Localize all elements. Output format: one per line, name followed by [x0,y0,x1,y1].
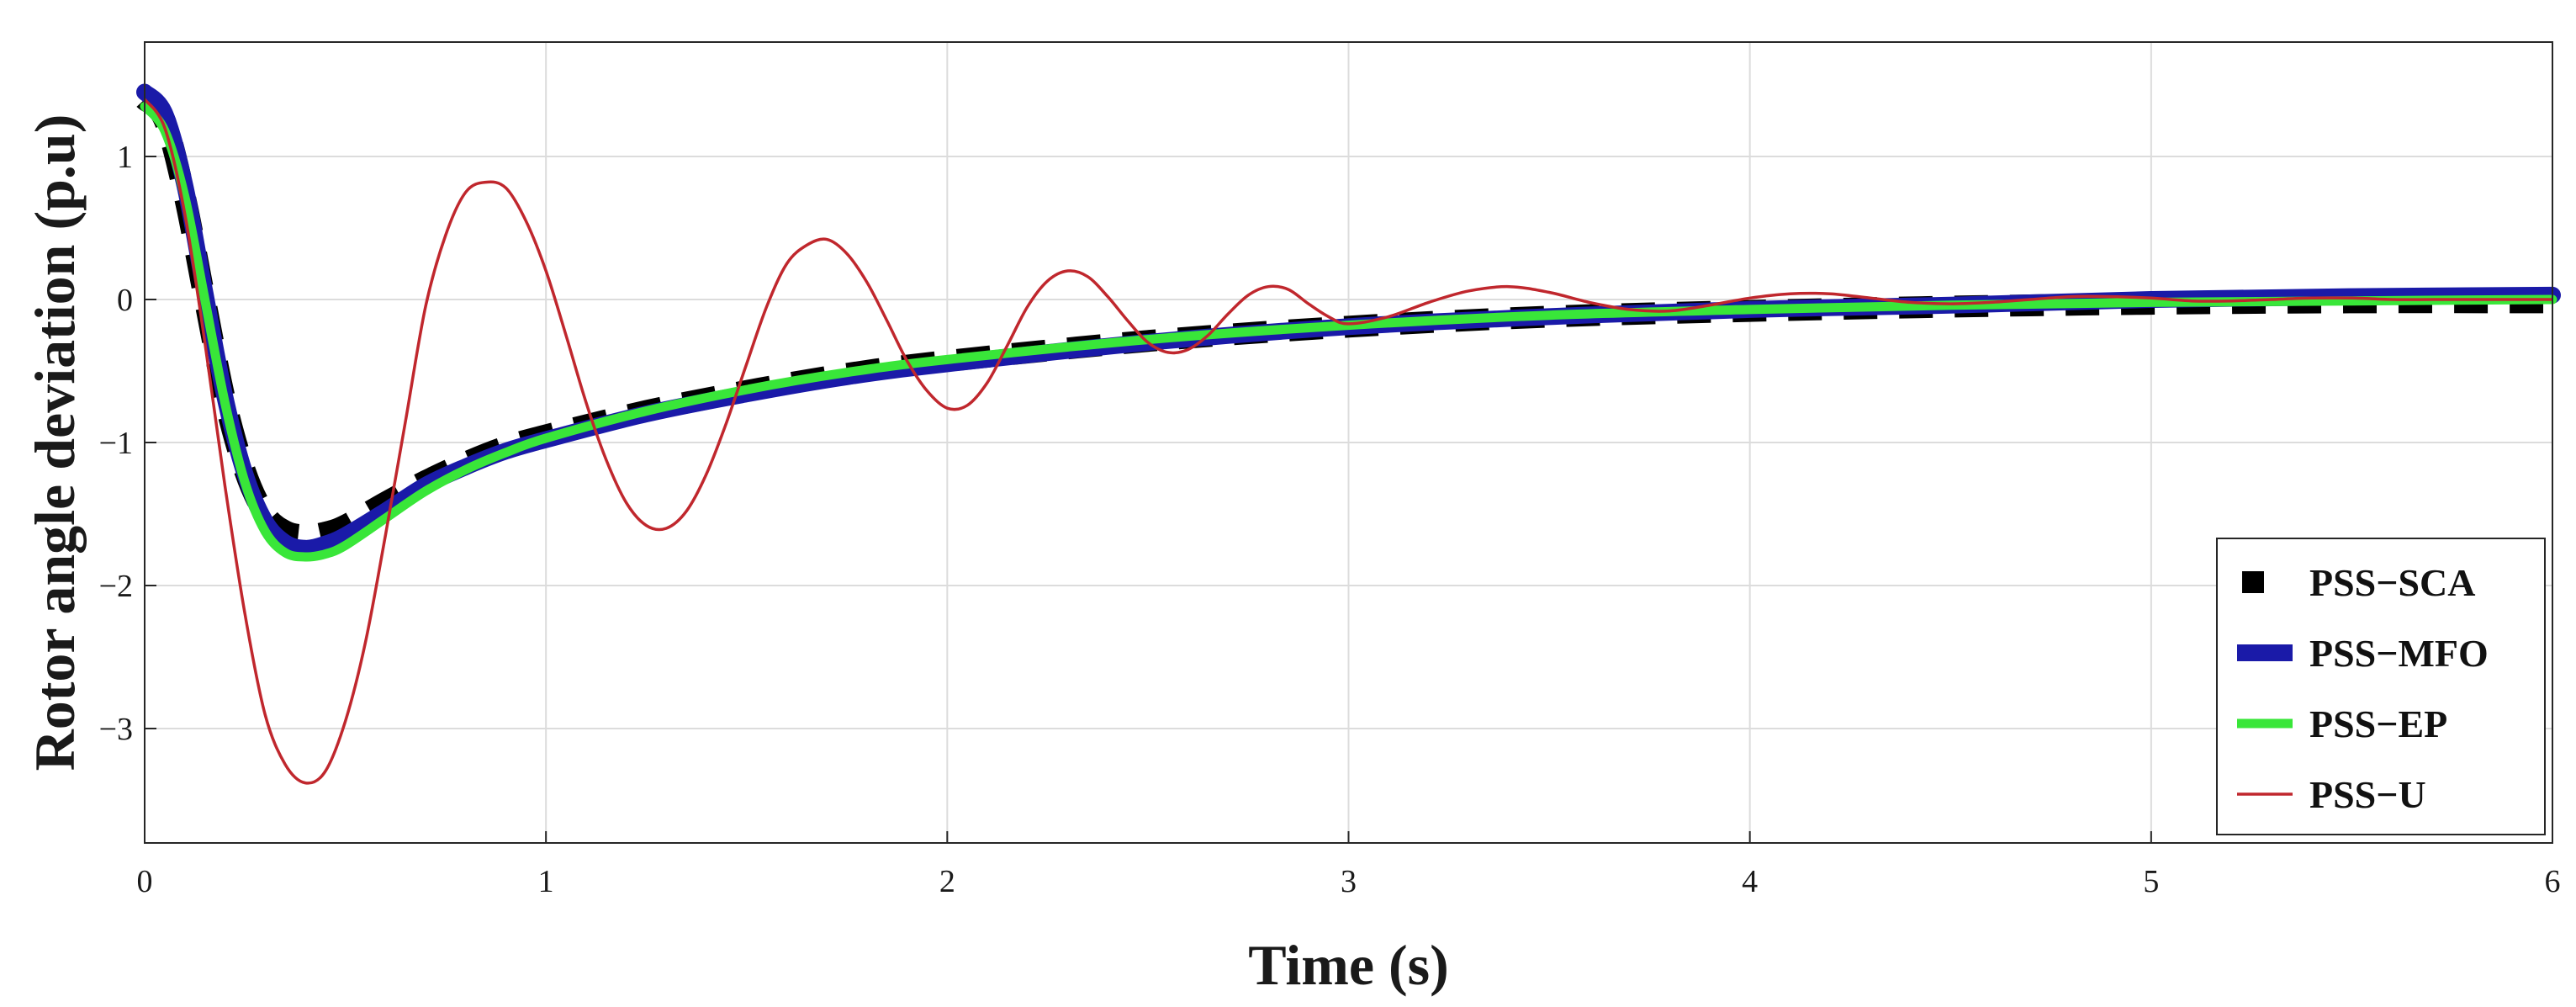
legend: PSS−SCA PSS−MFO PSS−EP PSS−U [2216,538,2546,835]
legend-box [2216,538,2546,835]
x-tick-label: 0 [137,864,153,899]
x-axis-ticks: 0 1 2 3 4 5 6 [137,831,2561,899]
x-tick-label: 2 [939,864,955,899]
y-tick-label: −1 [99,426,133,461]
legend-label: PSS−EP [2309,702,2447,745]
legend-label: PSS−SCA [2309,561,2476,604]
legend-label: PSS−U [2309,773,2426,816]
y-tick-label: −3 [99,712,133,747]
x-tick-label: 4 [1742,864,1758,899]
y-tick-label: −2 [99,569,133,604]
series-line-pss-ep [140,102,2557,562]
series-line-pss-u [143,98,2552,785]
x-tick-label: 3 [1341,864,1357,899]
grid-lines [144,42,2553,843]
plot-series [136,83,2561,785]
x-tick-label: 5 [2143,864,2159,899]
x-tick-label: 1 [538,864,554,899]
legend-label: PSS−MFO [2309,632,2489,675]
y-tick-label: 0 [117,283,133,318]
y-axis-title: Rotor angle deviation (p.u) [23,114,87,771]
x-axis-title: Time (s) [1248,933,1449,997]
x-tick-label: 6 [2545,864,2561,899]
y-tick-label: 1 [117,140,133,175]
y-axis-ticks: 1 0 −1 −2 −3 [99,140,156,747]
